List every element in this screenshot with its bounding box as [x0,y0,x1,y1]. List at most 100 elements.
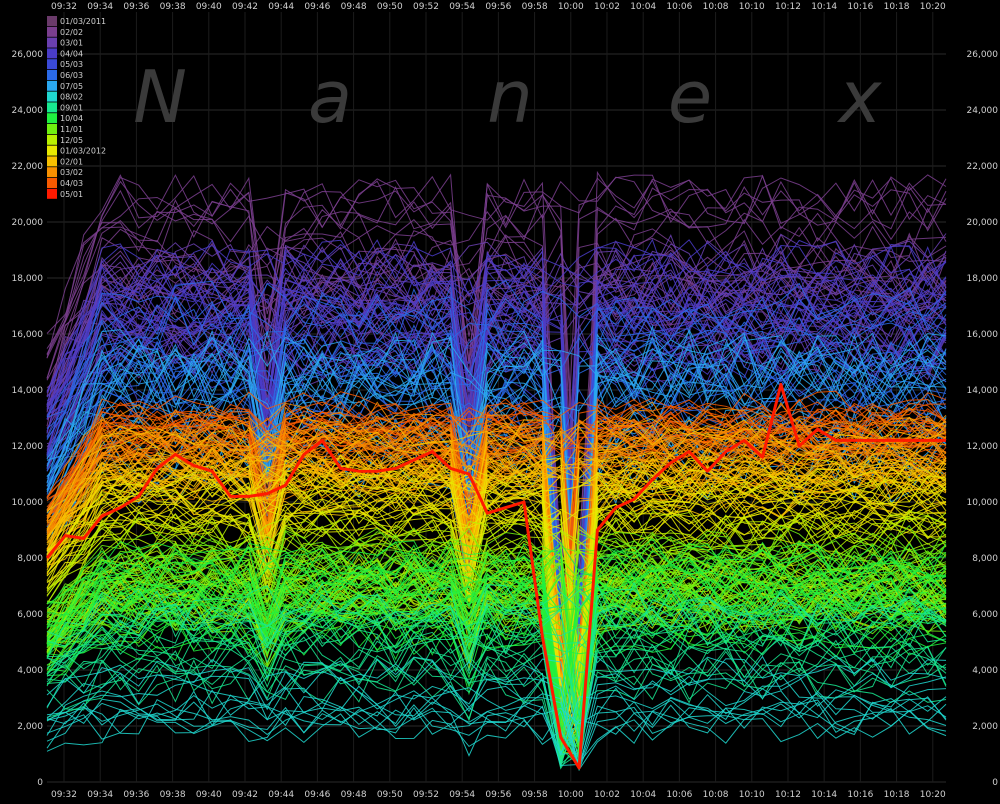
series-line [46,582,947,744]
series-line [46,525,947,696]
watermark-letter: N [133,55,187,139]
y-tick-label-right: 6,000 [972,610,998,620]
series-line [46,295,947,716]
legend-swatch [47,59,57,70]
x-tick-label-top: 10:06 [666,2,692,12]
y-tick-label-right: 2,000 [972,722,998,732]
series-line [46,174,947,588]
series-line [46,675,947,763]
series-line [46,416,947,732]
y-tick-label-left: 4,000 [17,666,43,676]
series-line [46,462,947,702]
y-tick-label-left: 24,000 [12,106,44,116]
x-tick-label-top: 10:16 [847,2,873,12]
x-tick-label-top: 10:18 [884,2,910,12]
legend-swatch [47,145,57,156]
series-line [46,233,947,710]
series-line [46,582,947,665]
series-line [46,536,947,709]
series-line [46,581,947,649]
x-tick-label-bottom: 10:20 [920,790,946,800]
y-tick-label-right: 24,000 [967,106,999,116]
series-line [46,656,947,755]
y-tick-label-left: 22,000 [12,162,44,172]
legend-label: 11/01 [60,125,83,134]
series-line [46,556,947,748]
series-line [46,280,947,676]
series-line [46,277,947,677]
y-tick-label-right: 16,000 [967,330,999,340]
y-tick-label-left: 20,000 [12,218,44,228]
x-tick-label-bottom: 09:58 [522,790,548,800]
legend-label: 10/04 [60,114,83,123]
y-tick-label-left: 2,000 [17,722,43,732]
series-line [46,698,947,736]
y-tick-label-right: 18,000 [967,274,999,284]
series-line [46,373,947,539]
series-line [46,401,947,731]
series-line [46,330,947,706]
legend-swatch [47,37,57,48]
x-tick-label-bottom: 09:46 [304,790,330,800]
x-tick-label-top: 10:02 [594,2,620,12]
series-line [46,418,947,534]
series-line [46,581,947,696]
legend-swatch [47,113,57,124]
series-line [46,708,947,764]
series-line [46,275,947,705]
series-line [46,399,947,512]
background-series-lines [46,170,947,772]
y-tick-label-right: 14,000 [967,386,999,396]
series-line [46,467,947,571]
y-tick-label-right: 20,000 [967,218,999,228]
x-tick-label-bottom: 09:42 [232,790,258,800]
series-line [46,552,947,694]
x-tick-label-bottom: 09:54 [449,790,475,800]
legend-swatch [47,16,57,26]
legend-label: 03/01 [60,39,83,48]
series-line [46,187,947,718]
series-line [46,606,947,732]
watermark-letter: x [837,55,883,139]
series-line [46,540,947,728]
y-tick-label-left: 6,000 [17,610,43,620]
series-line-05-01 [45,382,946,770]
series-line [46,607,947,740]
series-line [46,238,947,405]
legend-label: 03/02 [60,168,83,177]
series-line [46,429,947,700]
x-tick-label-bottom: 10:10 [739,790,765,800]
x-tick-label-bottom: 09:48 [341,790,367,800]
x-tick-label-bottom: 10:00 [558,790,584,800]
series-line [46,610,947,760]
x-tick-label-bottom: 09:56 [485,790,511,800]
series-line [46,350,947,730]
series-line [46,546,947,720]
legend-swatch [47,91,57,102]
y-tick-label-right: 22,000 [967,162,999,172]
highlight-series [45,382,946,770]
legend-swatch [47,70,57,80]
series-line [46,510,947,674]
series-line [46,476,947,719]
legend-swatch [47,124,57,134]
series-line [46,170,947,690]
legend-swatch [47,102,57,113]
series-line [46,316,947,741]
x-tick-label-top: 09:48 [341,2,367,12]
series-line [46,294,947,731]
series-line [46,482,947,753]
x-tick-label-bottom: 10:04 [630,790,656,800]
x-tick-label-bottom: 10:14 [811,790,837,800]
series-line [46,398,947,642]
x-tick-label-bottom: 10:08 [703,790,729,800]
series-line [46,455,947,577]
series-line [46,497,947,589]
x-tick-label-bottom: 09:36 [123,790,149,800]
x-tick-label-bottom: 09:32 [51,790,77,800]
watermark-letter: n [487,55,533,139]
series-line [46,635,947,742]
series-line [46,690,947,757]
